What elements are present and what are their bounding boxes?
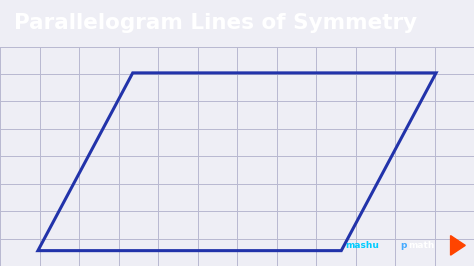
Text: math: math: [408, 241, 435, 250]
Text: mashu: mashu: [345, 241, 379, 250]
Polygon shape: [451, 236, 465, 255]
Text: p: p: [400, 241, 406, 250]
Text: Parallelogram Lines of Symmetry: Parallelogram Lines of Symmetry: [14, 13, 417, 33]
